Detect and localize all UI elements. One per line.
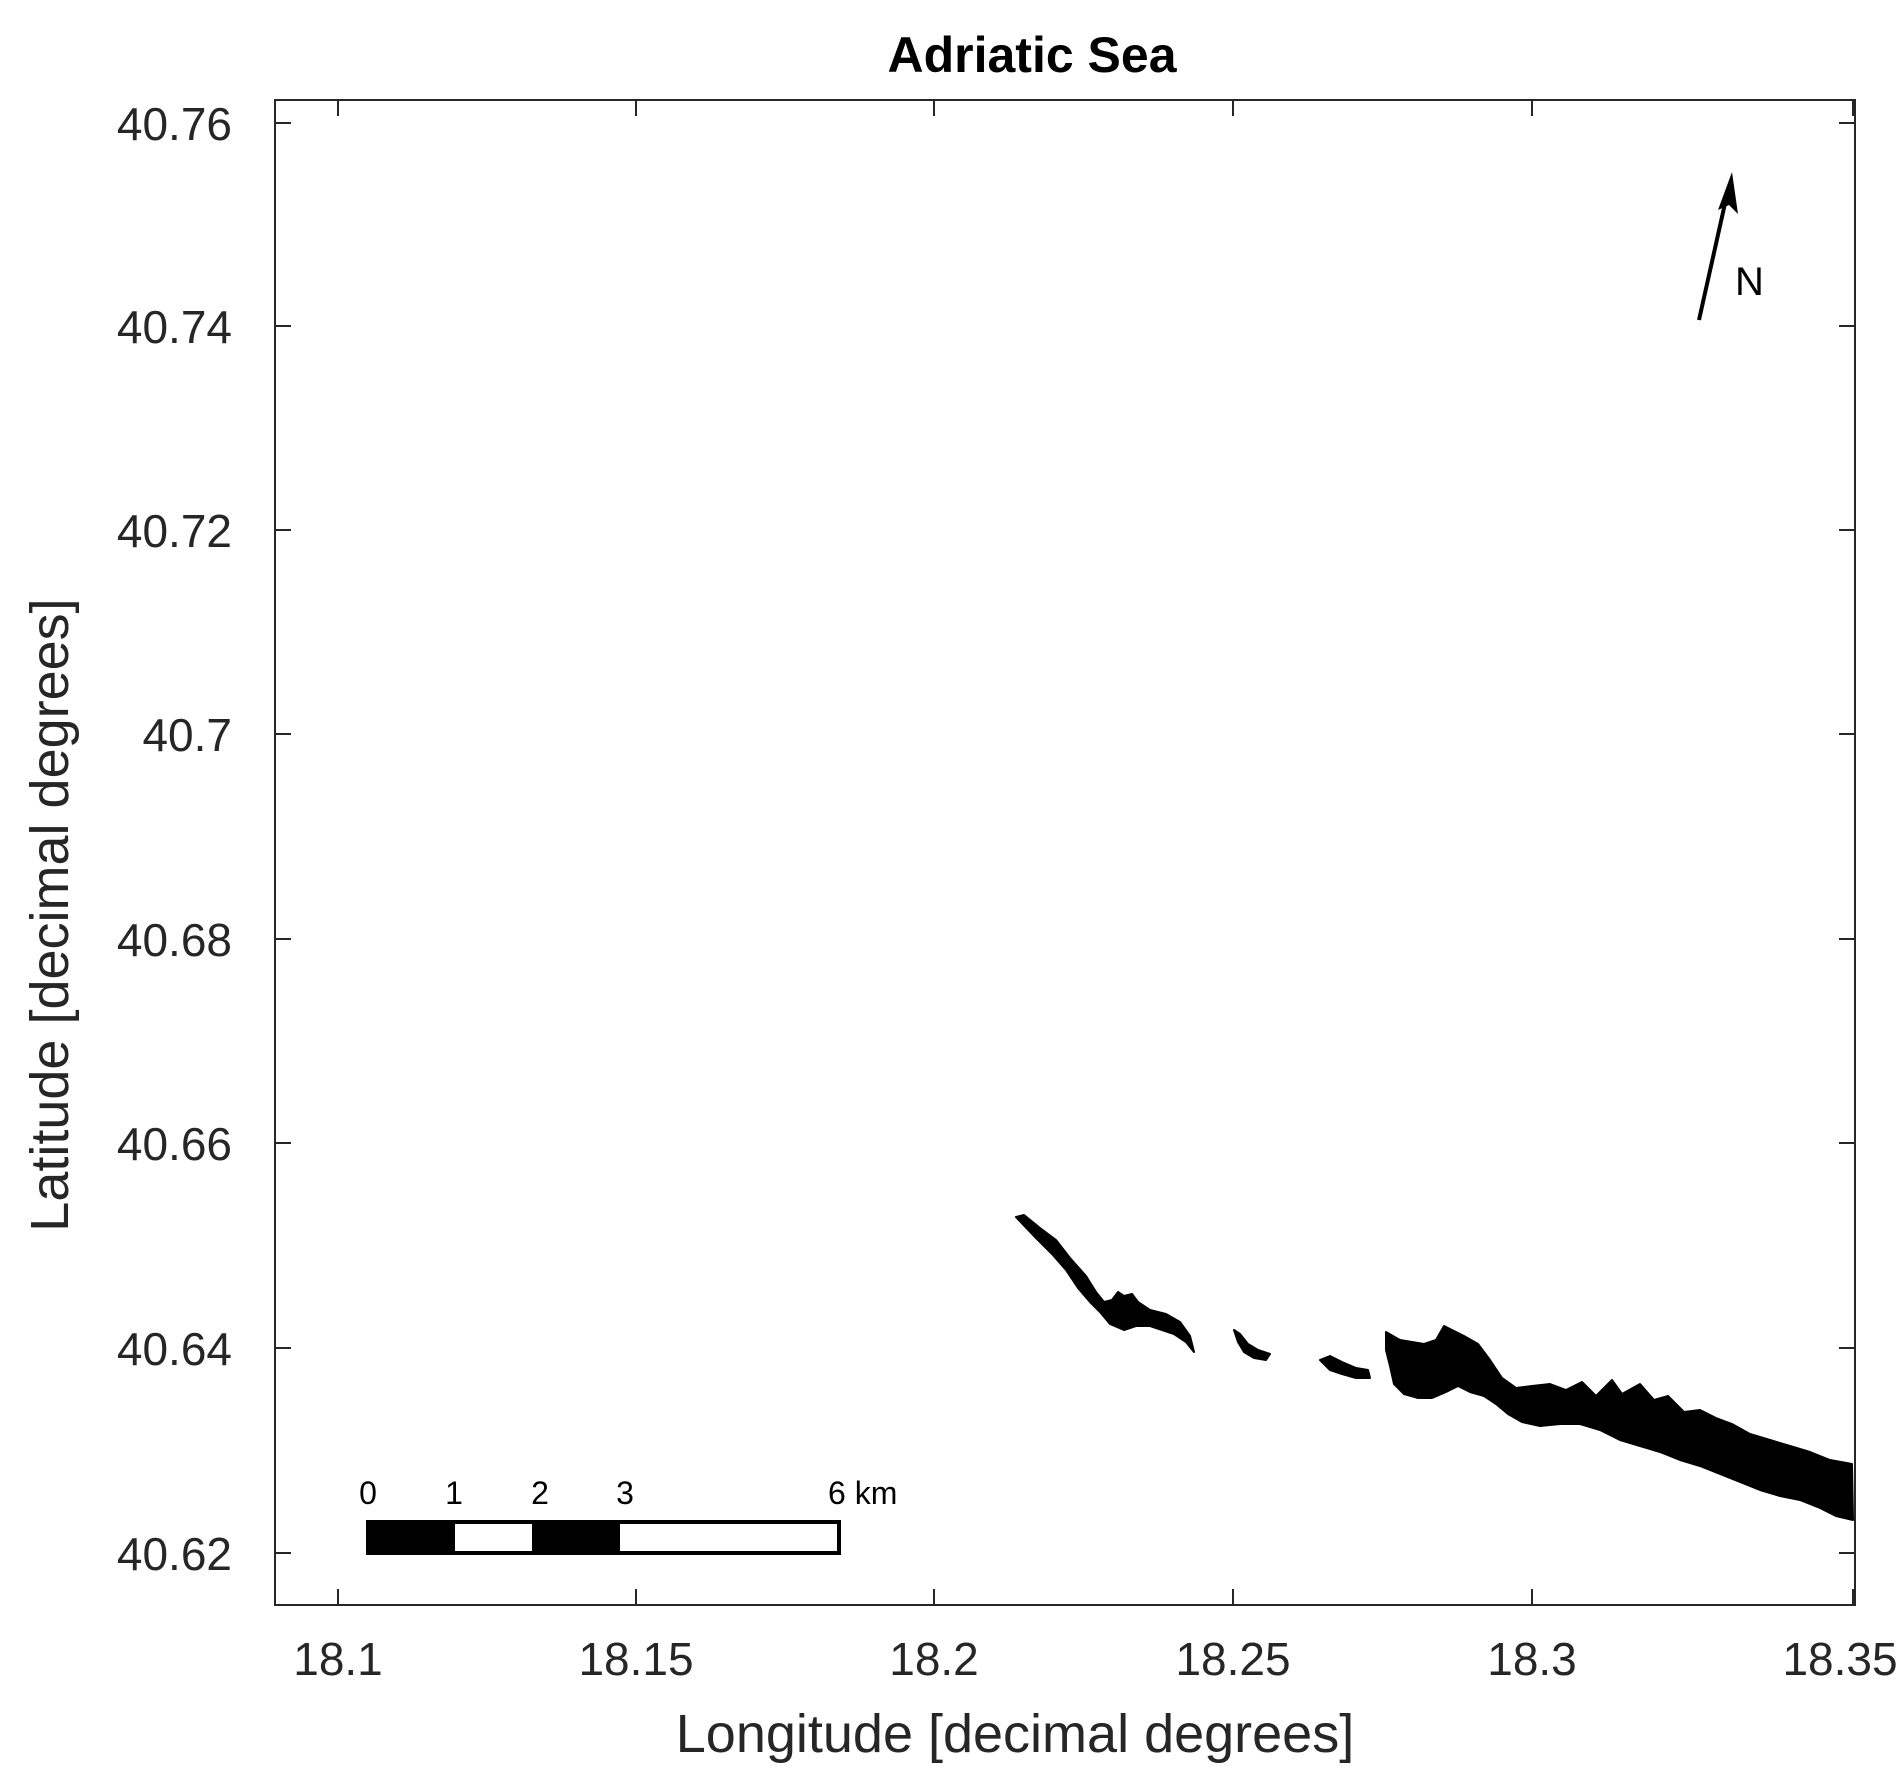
coastline: [1015, 1214, 1854, 1521]
y-tick-label: 40.7: [142, 709, 232, 761]
scale-bar-label: 0: [359, 1475, 377, 1511]
scale-bar-segment: [618, 1521, 840, 1554]
y-tick-labels: 40.76 40.74 40.72 40.7 40.68 40.66 40.64…: [117, 98, 232, 1580]
y-tick-label: 40.68: [117, 914, 232, 966]
scale-bar: 0 1 2 3 6 km: [359, 1475, 897, 1555]
x-tick-label: 18.35: [1782, 1633, 1897, 1685]
y-tick-label: 40.72: [117, 505, 232, 557]
coast-segment-east: [1385, 1325, 1854, 1521]
north-arrow-head: [1718, 172, 1738, 214]
x-axis-title: Longitude [decimal degrees]: [676, 1704, 1354, 1764]
x-tick-labels: 18.1 18.15 18.2 18.25 18.3 18.35: [293, 1633, 1897, 1685]
north-arrow: N: [1697, 172, 1764, 321]
scale-bar-segment: [367, 1521, 455, 1554]
x-tick-label: 18.25: [1175, 1633, 1290, 1685]
tick-marks: [275, 100, 1855, 1605]
scale-bar-label: 3: [616, 1475, 634, 1511]
scale-bar-segment: [532, 1521, 620, 1554]
scale-bar-label: 6 km: [828, 1475, 897, 1511]
scale-bar-label: 2: [531, 1475, 549, 1511]
map-title: Adriatic Sea: [887, 27, 1177, 83]
plot-frame: [274, 99, 1856, 1606]
coast-islet-2: [1319, 1355, 1371, 1379]
north-label: N: [1735, 260, 1764, 304]
scale-bar-label: 1: [445, 1475, 463, 1511]
y-tick-label: 40.64: [117, 1323, 232, 1375]
y-tick-label: 40.76: [117, 98, 232, 150]
coast-segment-west: [1015, 1214, 1195, 1353]
y-tick-label: 40.66: [117, 1118, 232, 1170]
x-tick-label: 18.15: [578, 1633, 693, 1685]
x-tick-label: 18.1: [293, 1633, 383, 1685]
scale-bar-segment: [453, 1521, 534, 1554]
x-tick-label: 18.2: [889, 1633, 979, 1685]
scale-bar-outline: [366, 1520, 841, 1555]
y-tick-label: 40.74: [117, 301, 232, 353]
north-arrow-shaft: [1697, 189, 1730, 321]
y-tick-label: 40.62: [117, 1528, 232, 1580]
coast-islet-1: [1233, 1329, 1271, 1361]
y-axis-title: Latitude [decimal degrees]: [20, 598, 80, 1231]
x-tick-label: 18.3: [1487, 1633, 1577, 1685]
